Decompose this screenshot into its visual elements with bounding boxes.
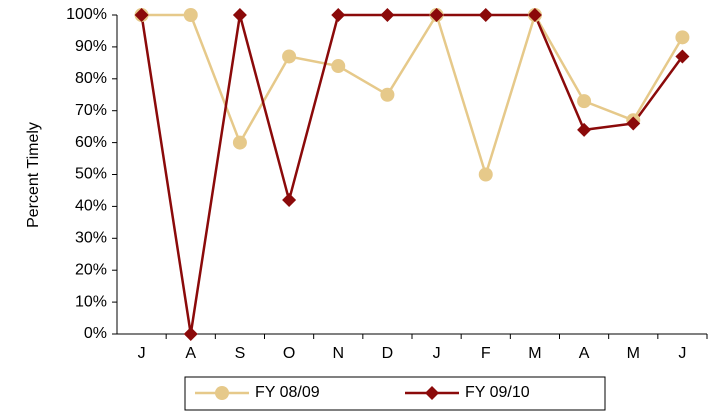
legend-box: [184, 376, 606, 411]
x-tick-label: J: [678, 345, 686, 362]
marker: [380, 8, 395, 22]
y-tick-label: 10%: [75, 293, 107, 310]
x-tick-label: A: [579, 345, 590, 362]
marker: [232, 8, 247, 22]
legend-label: FY 09/10: [465, 384, 530, 401]
marker: [380, 87, 395, 102]
series-line: [141, 11, 684, 179]
marker: [577, 94, 592, 109]
y-tick-label: 0%: [84, 325, 107, 342]
y-tick-label: 20%: [75, 261, 107, 278]
marker: [282, 49, 297, 64]
x-tick-label: A: [185, 345, 196, 362]
marker: [183, 327, 198, 341]
x-tick-label: O: [283, 345, 295, 362]
marker: [134, 8, 149, 22]
marker: [282, 193, 297, 208]
x-tick-label: M: [627, 345, 640, 362]
series-line: [140, 13, 684, 335]
marker: [331, 8, 346, 22]
marker: [478, 8, 493, 22]
y-tick-label: 80%: [75, 70, 107, 87]
marker: [577, 122, 592, 137]
y-tick-label: 70%: [75, 102, 107, 119]
marker: [215, 386, 229, 400]
marker: [527, 8, 542, 22]
marker: [232, 135, 247, 150]
marker: [675, 30, 690, 45]
x-tick-label: S: [235, 345, 246, 362]
x-tick-label: N: [332, 345, 344, 362]
y-tick-label: 60%: [75, 134, 107, 151]
y-tick-label: 40%: [75, 198, 107, 215]
marker: [331, 59, 346, 74]
marker: [626, 116, 641, 131]
y-tick-label: 30%: [75, 230, 107, 247]
y-tick-label: 50%: [75, 166, 107, 183]
x-tick-label: M: [528, 345, 541, 362]
x-tick-label: D: [382, 345, 394, 362]
x-tick-label: F: [481, 345, 491, 362]
marker: [183, 8, 198, 22]
legend-label: FY 08/09: [255, 384, 320, 401]
marker: [478, 167, 493, 182]
marker: [675, 49, 690, 64]
marker: [425, 386, 439, 400]
marker: [429, 8, 444, 22]
x-tick-label: J: [433, 345, 441, 362]
y-tick-label: 100%: [66, 6, 107, 23]
y-tick-label: 90%: [75, 38, 107, 55]
x-tick-label: J: [138, 345, 146, 362]
y-axis-label: Percent Timely: [25, 122, 42, 228]
